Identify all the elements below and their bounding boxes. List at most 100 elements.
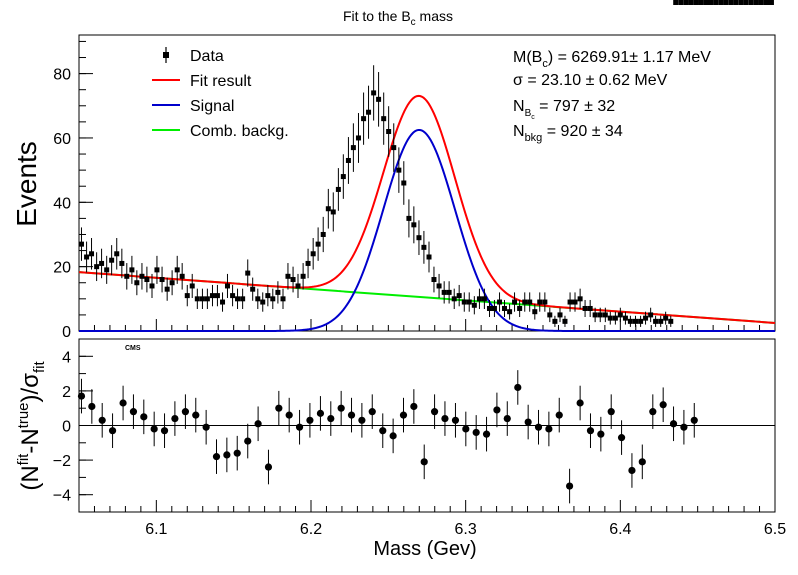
pull-point [638, 444, 646, 480]
data-point [728, 0, 734, 5]
data-marker [441, 289, 447, 295]
data-point [366, 85, 372, 139]
data-point [250, 277, 256, 301]
pull-point [659, 387, 667, 423]
data-point [376, 72, 382, 127]
pull-point [223, 437, 231, 473]
pull-point [617, 420, 626, 455]
pull-ytick-label-0: −4 [53, 488, 71, 505]
data-marker [320, 231, 326, 237]
data-point [743, 0, 749, 5]
legend-data-marker [163, 52, 169, 58]
pull-marker [285, 411, 293, 419]
pull-marker [77, 392, 86, 400]
data-point [134, 270, 140, 296]
data-point [194, 288, 200, 310]
pull-label-sup2: true [15, 402, 32, 428]
legend-data-label: Data [190, 48, 224, 65]
data-point [350, 123, 356, 172]
data-point [245, 259, 251, 287]
data-point [512, 292, 518, 312]
fit-sigma: σ = 23.10 ± 0.62 MeV [513, 72, 668, 89]
signal-curve [79, 128, 775, 332]
fit-nbc-subsub: c [531, 114, 535, 121]
data-point [260, 292, 266, 312]
data-point [703, 0, 709, 5]
data-point [668, 315, 674, 327]
data-point [189, 273, 195, 298]
data-marker [592, 312, 598, 318]
data-point [99, 248, 105, 279]
fit-mass-value: ) = 6269.91± 1.17 MeV [548, 49, 711, 66]
data-marker [199, 296, 205, 302]
fit-nbkg: Nbkg = 920 ± 34 [513, 123, 623, 144]
data-point [255, 288, 261, 310]
data-marker [708, 0, 714, 5]
data-marker [486, 305, 492, 311]
pull-point [150, 411, 158, 447]
pull-point [524, 404, 532, 440]
fit-nbc-label: N [513, 98, 525, 115]
data-marker [381, 116, 387, 122]
data-point [169, 270, 175, 296]
data-marker [753, 0, 759, 5]
fit-mass: M(Bc) = 6269.91± 1.17 MeV [513, 49, 711, 70]
data-marker [693, 0, 699, 5]
pull-point [586, 413, 595, 448]
pull-point [316, 396, 325, 431]
pull-marker [441, 414, 449, 423]
pull-point [98, 403, 106, 438]
pull-marker [410, 402, 418, 411]
data-point [305, 248, 311, 279]
y-axis-label: Events [11, 141, 42, 227]
data-point [572, 292, 578, 312]
data-point [527, 292, 533, 312]
pull-y-axis-label: (Nfit-Ntrue)/σfit [15, 361, 48, 491]
pull-marker [171, 414, 179, 423]
data-point [491, 299, 497, 317]
data-point [184, 284, 190, 307]
data-marker [220, 299, 226, 305]
pull-marker [254, 420, 262, 428]
legend-signal: Signal [152, 98, 234, 115]
pull-marker [233, 449, 241, 457]
data-marker [497, 299, 503, 305]
pull-label-open: (N [17, 465, 44, 490]
data-point [486, 299, 492, 317]
data-marker [643, 315, 649, 321]
data-point [758, 0, 764, 5]
data-point [129, 255, 135, 284]
legend-signal-label: Signal [190, 98, 234, 115]
pull-point [212, 439, 221, 474]
data-marker [562, 318, 568, 324]
data-marker [416, 235, 422, 241]
data-marker [345, 157, 351, 163]
pull-point [119, 385, 127, 421]
data-marker [265, 293, 271, 299]
data-marker [406, 215, 412, 221]
pull-marker [192, 411, 200, 419]
data-marker [552, 318, 558, 324]
data-point [738, 0, 744, 5]
pull-marker [607, 408, 615, 416]
data-marker [355, 135, 361, 141]
data-marker [189, 283, 195, 289]
pull-marker [586, 427, 595, 435]
data-point [577, 288, 583, 310]
data-marker [401, 180, 407, 186]
data-marker [139, 273, 145, 279]
data-marker [673, 0, 679, 5]
data-marker [612, 315, 618, 321]
data-marker [245, 270, 251, 276]
data-marker [456, 293, 462, 299]
pull-point [628, 453, 636, 488]
fit-nbkg-label: N [513, 123, 525, 140]
data-point [466, 292, 472, 312]
data-point [139, 263, 145, 290]
pull-ytick-label-4: 4 [62, 349, 71, 366]
data-marker [501, 305, 507, 311]
pull-marker [212, 453, 221, 461]
pull-point [493, 392, 501, 428]
data-point [300, 263, 306, 290]
